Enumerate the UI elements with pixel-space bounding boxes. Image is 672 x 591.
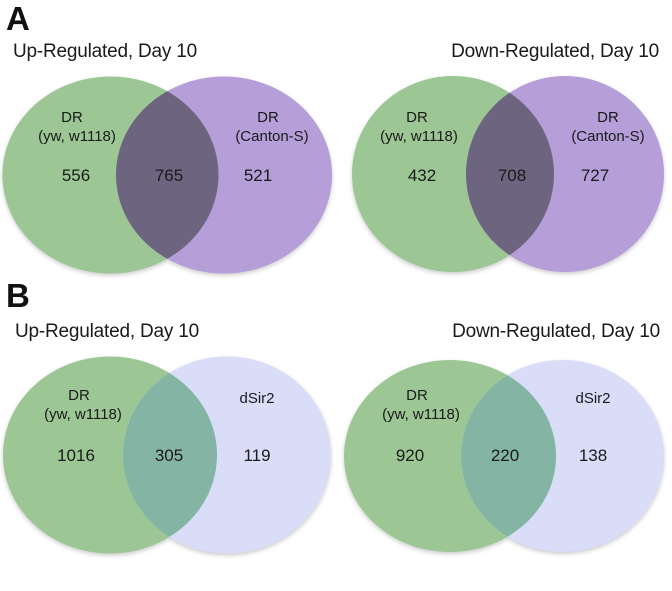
left-set-label-line2: (yw, w1118) [38,128,116,145]
left-only-count: 432 [408,166,436,185]
venn-b-right-title: Down-Regulated, Day 10 [452,321,660,342]
left-set-label-line2: (yw, w1118) [380,128,458,145]
venn-b-left-title: Up-Regulated, Day 10 [15,321,199,342]
right-set-label-line1: DR [257,109,279,126]
venn-a-left-title: Up-Regulated, Day 10 [13,41,197,62]
overlap-region [123,356,217,554]
intersection-count: 708 [498,166,526,185]
left-set-label-line1: DR [406,387,428,404]
right-set-label-line2: (Canton-S) [235,128,308,145]
right-only-count: 138 [579,446,607,465]
left-only-count: 1016 [57,446,95,465]
venn-diagram-a-down-regulated: DR (yw, w1118) DR (Canton-S) 432 708 727 [352,76,664,272]
intersection-count: 220 [491,446,519,465]
right-only-count: 521 [244,166,272,185]
venn-diagram-b-down-regulated: DR (yw, w1118) dSir2 920 220 138 [344,360,664,552]
panel-a-label: A [6,0,30,37]
left-only-count: 920 [396,446,424,465]
panel-b-label: B [6,277,30,314]
left-set-label-line2: (yw, w1118) [44,406,122,423]
left-set-label-line1: DR [68,387,90,404]
right-only-count: 727 [581,166,609,185]
overlap-region [461,360,556,552]
venn-diagram-b-up-regulated: DR (yw, w1118) dSir2 1016 305 119 [3,356,331,554]
overlap-region [116,76,219,274]
left-set-label-line1: DR [61,109,83,126]
right-set-label-line1: DR [597,109,619,126]
right-set-label-line2: (Canton-S) [571,128,644,145]
right-only-count: 119 [243,446,270,465]
venn-a-right-title: Down-Regulated, Day 10 [451,41,659,62]
intersection-count: 765 [155,166,183,185]
left-only-count: 556 [62,166,90,185]
overlap-region [466,76,554,272]
left-set-label-line2: (yw, w1118) [382,406,460,423]
left-set-label-line1: DR [406,109,428,126]
right-set-label: dSir2 [239,390,274,407]
intersection-count: 305 [155,446,183,465]
right-set-label: dSir2 [575,390,610,407]
venn-diagram-a-up-regulated: DR (yw, w1118) DR (Canton-S) 556 765 521 [2,76,332,274]
